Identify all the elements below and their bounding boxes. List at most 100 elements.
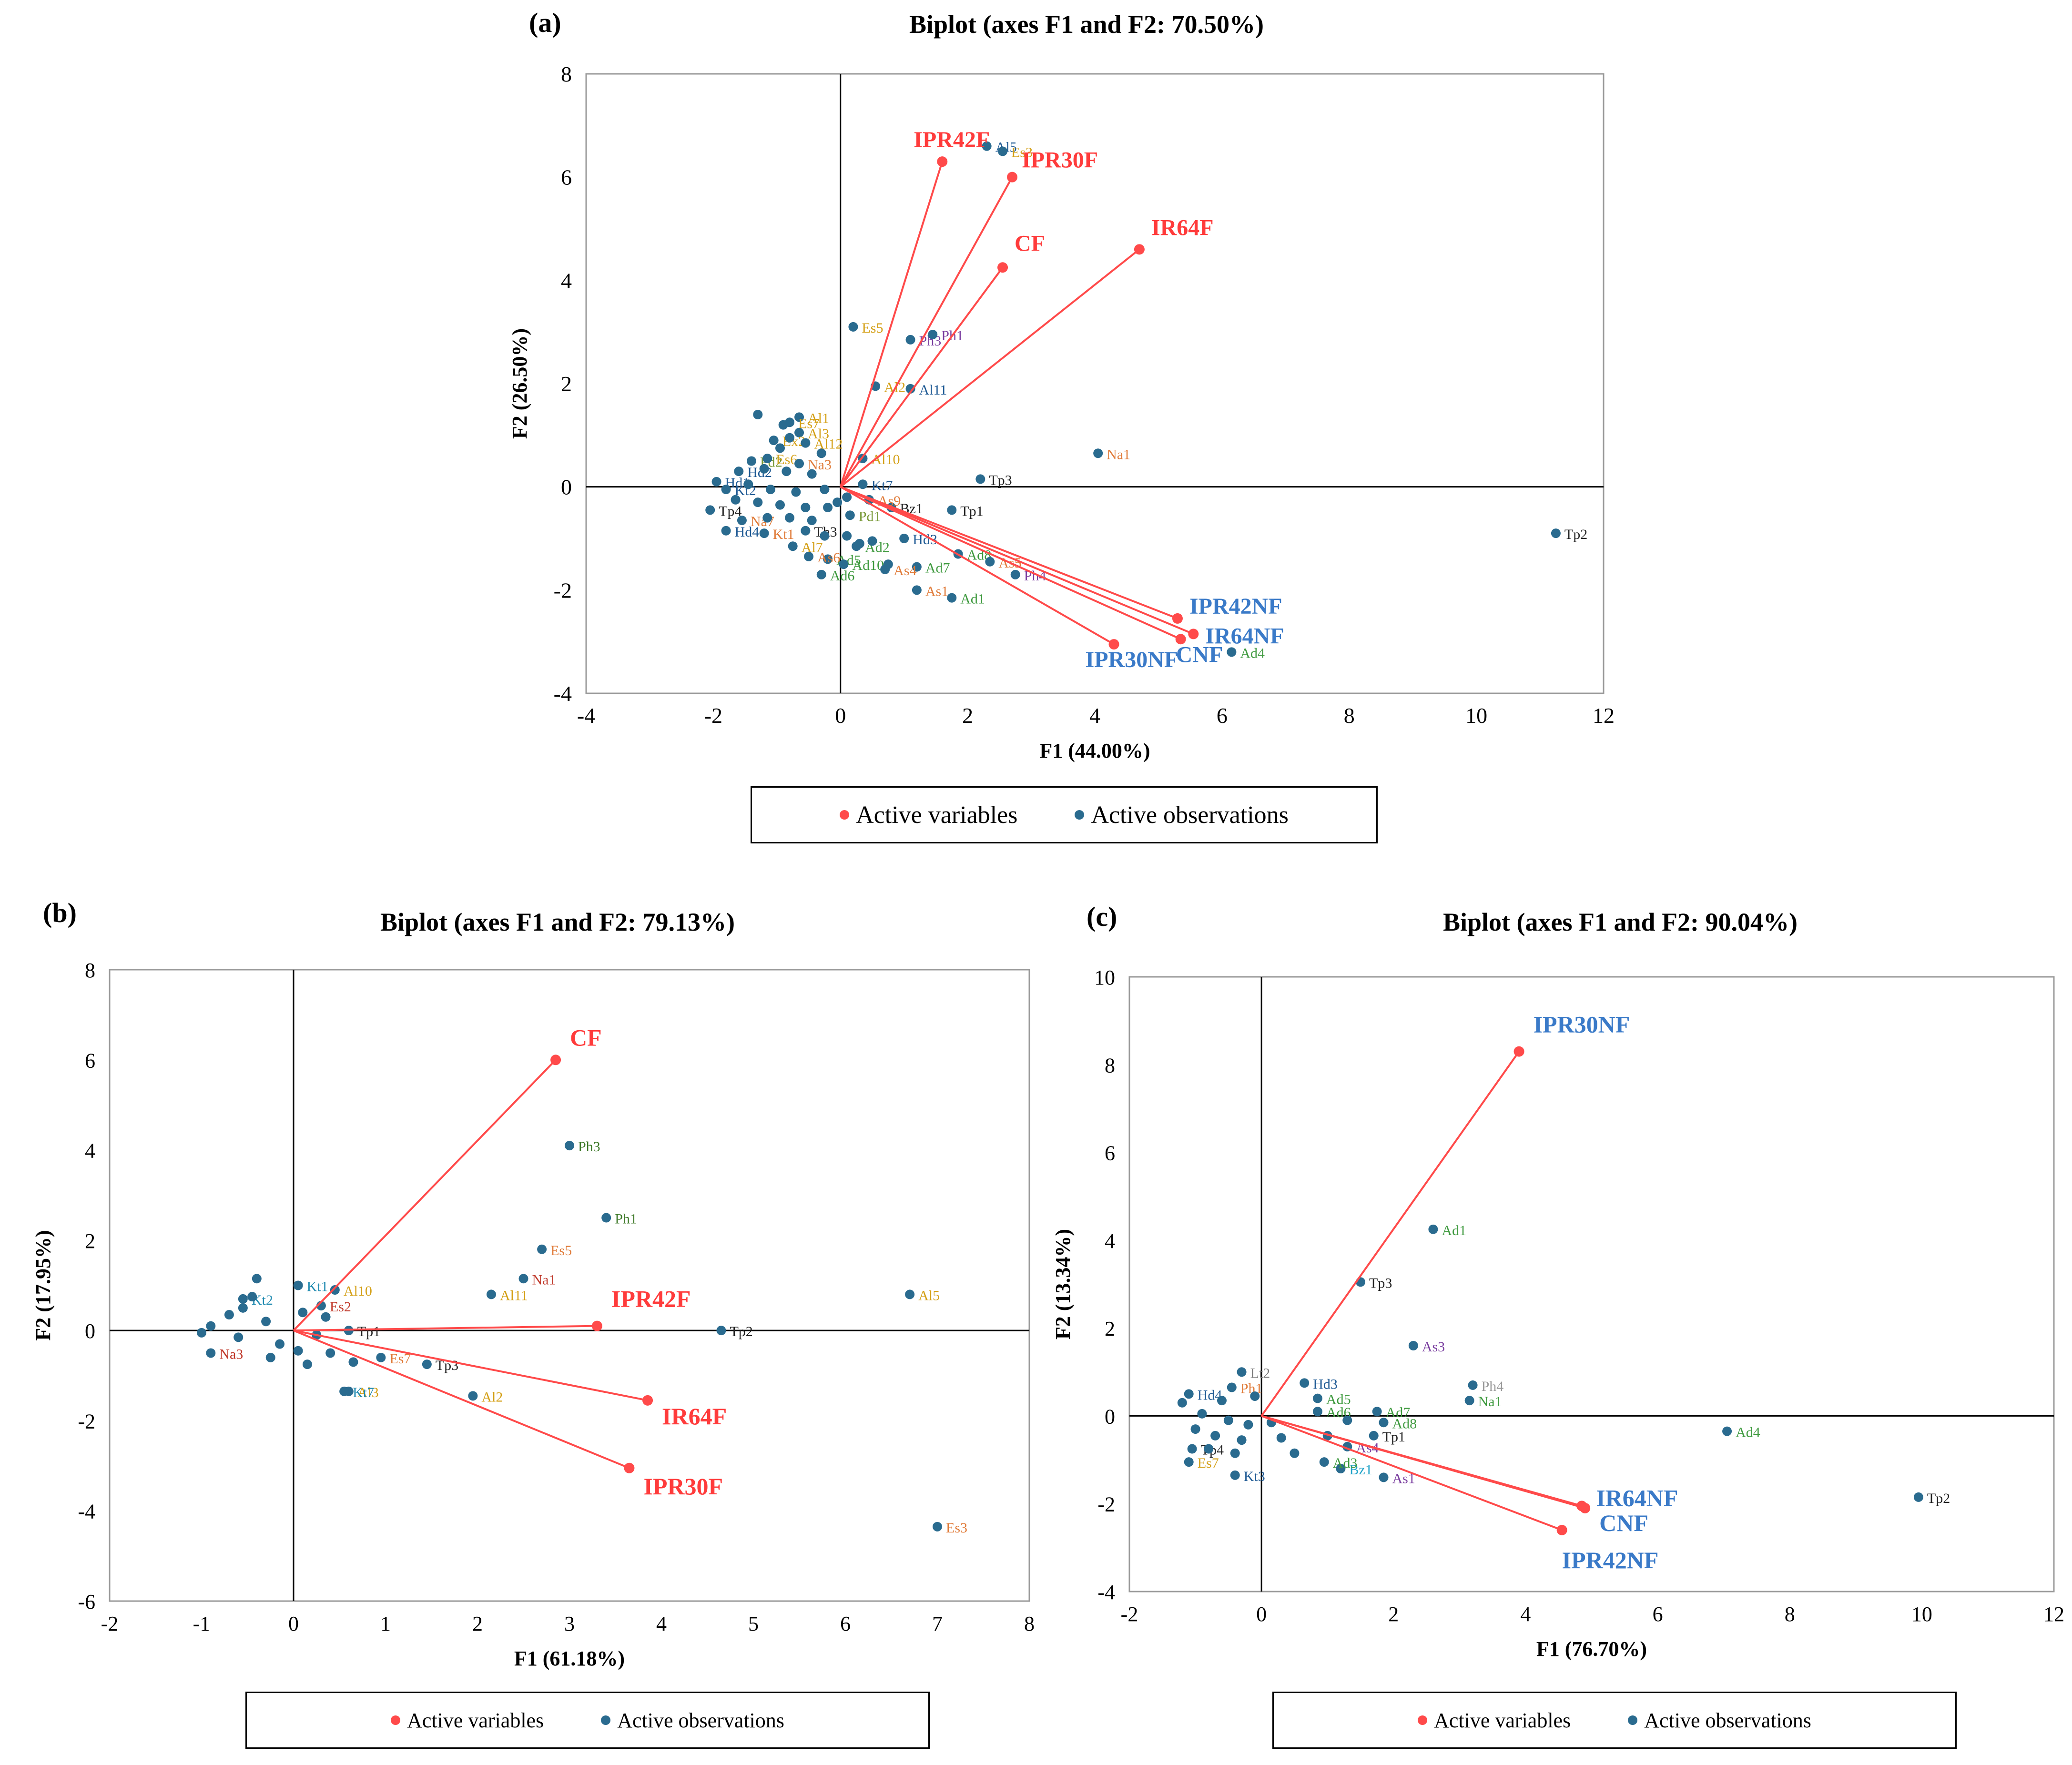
legend-a: Active variables Active observations (751, 786, 1378, 843)
variable-point (1172, 613, 1183, 624)
variable-vector (1260, 1051, 1520, 1417)
y-tick-label: -2 (78, 1410, 95, 1433)
x-tick-label: 10 (1911, 1603, 1932, 1626)
legend-label: Active observations (1091, 801, 1289, 829)
legend-item-observations: Active observations (601, 1708, 784, 1733)
observation-point (1913, 1492, 1923, 1502)
variable-vector (840, 486, 1178, 619)
variable-point (1007, 172, 1018, 183)
observation-label: Al2 (481, 1389, 503, 1405)
observation-point (224, 1310, 234, 1320)
observation-point (762, 513, 772, 523)
observation-point (775, 443, 785, 453)
x-tick-label: 2 (1388, 1603, 1399, 1626)
observation-point (1187, 1444, 1197, 1454)
biplot-panel-a: (a) Biplot (axes F1 and F2: 70.50%) -4 -2… (0, 0, 2072, 858)
x-tick-label: 6 (840, 1612, 851, 1635)
observation-label: Ph3 (578, 1139, 600, 1155)
x-tick-label: 8 (1344, 703, 1355, 728)
variable-vector (840, 486, 1115, 645)
variable-vector (293, 1059, 557, 1331)
variable-point (1134, 244, 1145, 255)
variable-label: IPR30NF (1534, 1011, 1630, 1038)
x-tick-label: 0 (1256, 1603, 1267, 1626)
x-tick-label: 4 (656, 1612, 667, 1635)
observation-point (468, 1391, 478, 1401)
legend-variable-marker (1418, 1715, 1428, 1725)
variable-label: IPR42F (914, 127, 990, 152)
variable-label: IPR30F (1022, 148, 1098, 173)
x-tick-label: 2 (472, 1612, 483, 1635)
x-tick-label: 8 (1785, 1603, 1795, 1626)
observation-point (794, 427, 804, 437)
observation-label: Ph1 (615, 1211, 637, 1227)
observation-label: Al11 (500, 1288, 528, 1303)
biplot-svg-b: -2 -1 0 1 2 3 4 5 6 7 8 -6 -4 -2 0 2 4 6 8 F1 (61.18%) F2 (1… (31, 959, 1035, 1670)
observation-point (1300, 1378, 1310, 1388)
observation-point (801, 503, 811, 512)
y-tick-label: 10 (1094, 966, 1115, 989)
observation-point (867, 536, 877, 546)
y-tick-label: -4 (78, 1500, 95, 1523)
observation-point (261, 1317, 271, 1327)
observation-point (1372, 1407, 1382, 1417)
observation-label: Al7 (802, 539, 823, 555)
observation-label: Es2 (330, 1299, 351, 1315)
x-tick-label: 8 (1024, 1612, 1035, 1635)
variable-point (1556, 1525, 1567, 1535)
observation-point (737, 516, 747, 526)
observation-point (807, 469, 817, 479)
observation-point (1290, 1448, 1300, 1458)
observation-point (1319, 1457, 1329, 1467)
y-tick-label: -2 (1097, 1493, 1115, 1516)
observation-point (883, 559, 893, 569)
observation-label: Na1 (1478, 1394, 1502, 1410)
x-tick-label: 5 (748, 1612, 759, 1635)
observation-point (905, 335, 915, 345)
x-tick-label: 3 (564, 1612, 575, 1635)
observation-point (816, 448, 826, 458)
observation-point (794, 412, 804, 422)
plot-frame (585, 73, 1605, 694)
observation-label: Es3 (1011, 145, 1033, 161)
observation-point (1227, 647, 1237, 657)
observation-point (252, 1274, 262, 1284)
observation-point (1237, 1435, 1247, 1445)
x-tick-label: 10 (1465, 703, 1487, 728)
y-axis-title: F2 (13.34%) (1051, 1229, 1075, 1339)
variable-point (1108, 639, 1119, 650)
observation-label: Al10 (344, 1283, 372, 1299)
observation-point (321, 1312, 331, 1322)
observation-point (1230, 1448, 1240, 1458)
observation-point (1010, 569, 1020, 579)
observation-label: Ad1 (960, 591, 985, 607)
variable-label: CF (1015, 231, 1045, 256)
x-tick-label: -1 (193, 1612, 211, 1635)
observation-label: As6 (817, 550, 840, 566)
x-axis-title: F1 (44.00%) (1039, 739, 1150, 762)
y-tick-label: 8 (561, 62, 572, 86)
observation-point (1468, 1380, 1478, 1390)
variable-vector (293, 1325, 597, 1332)
y-tick-label: 4 (1105, 1229, 1115, 1253)
observation-point (746, 456, 756, 466)
observation-point (928, 330, 938, 340)
variable-label: CF (570, 1024, 602, 1051)
observation-point (804, 551, 814, 561)
observation-point (778, 420, 788, 430)
observation-point (912, 585, 922, 595)
observation-label: Es6 (776, 452, 797, 467)
x-tick-label: 12 (1593, 703, 1615, 728)
variable-vector (840, 486, 1194, 635)
variable-vector (840, 176, 1013, 487)
observation-point (782, 467, 792, 477)
observation-point (788, 541, 798, 551)
observation-point (1250, 1391, 1260, 1401)
x-tick-label: 2 (962, 703, 973, 728)
legend-label: Active variables (856, 801, 1018, 829)
observation-point (899, 534, 909, 543)
observation-point (1177, 1398, 1187, 1408)
y-tick-label: 2 (1105, 1317, 1115, 1340)
chart-title-c: Biplot (axes F1 and F2: 90.04%) (1442, 908, 1798, 936)
observation-point (731, 495, 741, 505)
